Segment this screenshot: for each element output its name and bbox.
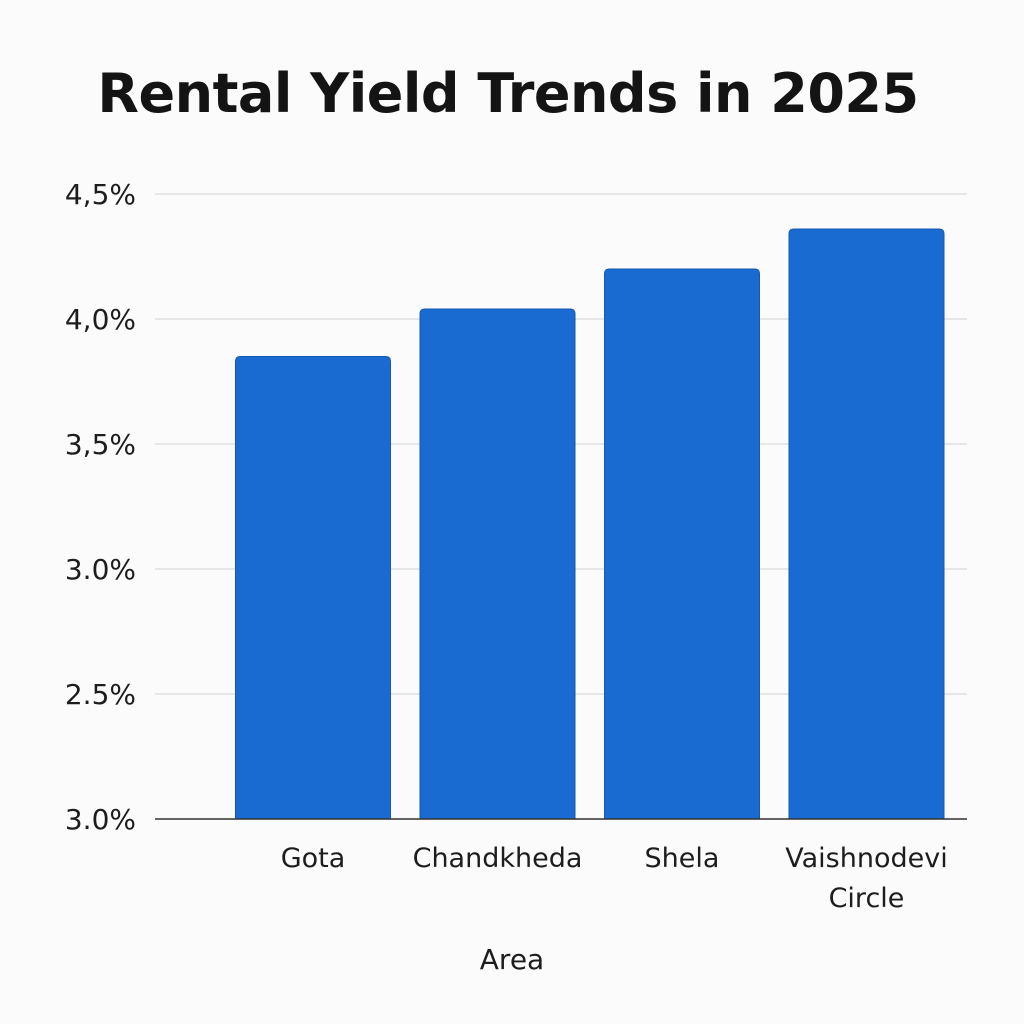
bars: [235, 228, 945, 820]
x-axis-categories: Gota Chandkheda Shela Vaishnodevi Circle: [281, 843, 948, 914]
x-category-label: Circle: [829, 883, 905, 914]
x-axis-title: Area: [480, 943, 544, 976]
bar: [419, 308, 576, 820]
bar: [235, 356, 391, 820]
y-tick-label: 2.5%: [65, 678, 136, 711]
y-tick-label: 4,5%: [65, 178, 136, 211]
y-tick-label: 3,5%: [65, 428, 136, 461]
x-category-label: Vaishnodevi: [785, 843, 947, 874]
y-tick-label: 3.0%: [65, 803, 136, 836]
bar: [788, 228, 945, 820]
chart-title: Rental Yield Trends in 2025: [97, 62, 919, 125]
x-category-label: Gota: [281, 843, 346, 874]
y-axis-ticks: 4,5% 4,0% 3,5% 3.0% 2.5% 3.0%: [65, 178, 136, 836]
x-category-label: Chandkheda: [413, 843, 583, 874]
x-category-label: Shela: [645, 843, 720, 874]
y-tick-label: 3.0%: [65, 553, 136, 586]
y-tick-label: 4,0%: [65, 303, 136, 336]
bar: [604, 268, 760, 820]
